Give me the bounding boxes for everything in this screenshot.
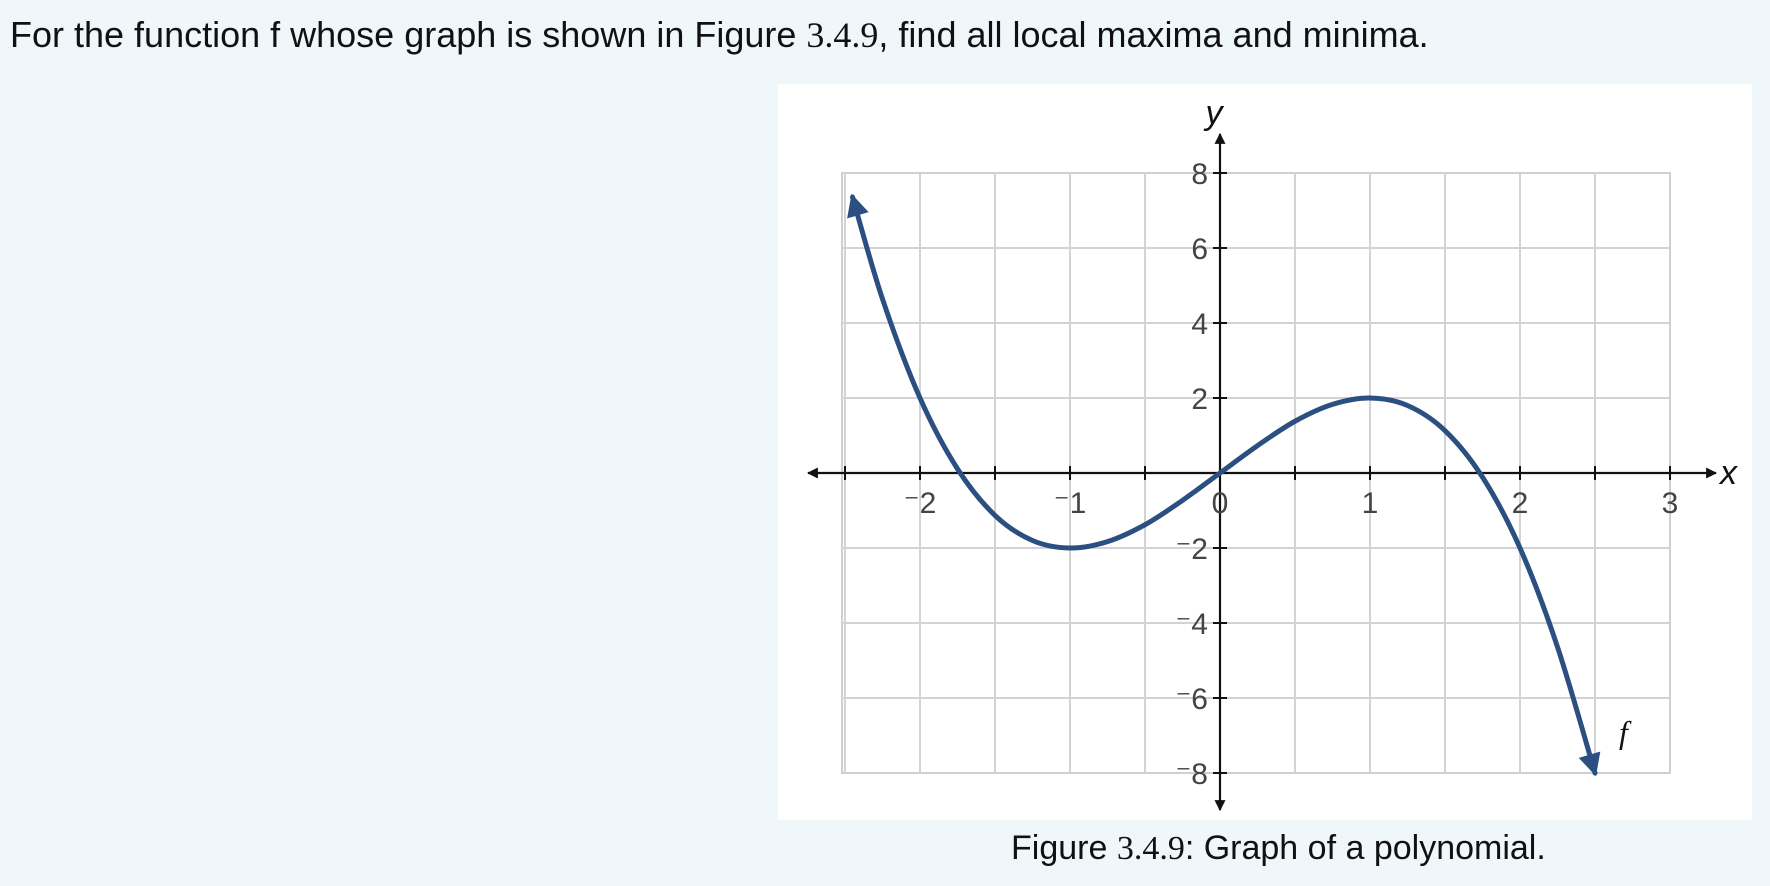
y-tick-label: ⁻4	[1175, 608, 1208, 641]
y-axis-label: y	[1204, 94, 1225, 132]
y-tick-label: ⁻6	[1175, 683, 1208, 716]
x-tick-label: 3	[1662, 487, 1679, 520]
series-layer: f	[847, 193, 1632, 777]
question-figure-ref: 3.4.9	[806, 15, 879, 55]
polynomial-graph: ⁻2 ⁻1 0 1 2 3 ⁻8 ⁻6 ⁻4 ⁻2 2 4 6 8 x y f	[806, 94, 1738, 812]
figure-panel: ⁻2 ⁻1 0 1 2 3 ⁻8 ⁻6 ⁻4 ⁻2 2 4 6 8 x y f	[778, 84, 1752, 820]
figure-caption: Figure 3.4.9: Graph of a polynomial.	[1011, 826, 1546, 871]
question-text: For the function f whose graph is shown …	[10, 12, 1429, 58]
x-tick-label: 1	[1362, 487, 1379, 520]
caption-figure-ref: 3.4.9	[1116, 830, 1185, 867]
y-tick-label: 4	[1191, 308, 1208, 341]
x-tick-label: 2	[1512, 487, 1529, 520]
caption-suffix: : Graph of a polynomial.	[1184, 829, 1546, 867]
series-label-f: f	[1619, 714, 1632, 750]
question-prefix: For the function f whose graph is shown …	[10, 14, 807, 55]
tick-labels: ⁻2 ⁻1 0 1 2 3 ⁻8 ⁻6 ⁻4 ⁻2 2 4 6 8 x y	[904, 94, 1738, 791]
y-tick-label: 2	[1191, 383, 1208, 416]
question-suffix: , find all local maxima and minima.	[878, 14, 1429, 55]
caption-prefix: Figure	[1011, 829, 1117, 867]
y-tick-label: ⁻2	[1175, 533, 1208, 566]
x-tick-label: ⁻2	[904, 487, 937, 520]
y-tick-label: 8	[1191, 158, 1208, 191]
x-axis-label: x	[1718, 454, 1738, 492]
y-tick-label: ⁻8	[1175, 758, 1208, 791]
x-tick-label: ⁻1	[1054, 487, 1087, 520]
x-tick-label: 0	[1212, 487, 1229, 520]
y-tick-label: 6	[1191, 233, 1208, 266]
series-line-f	[847, 193, 1601, 777]
axes	[806, 132, 1718, 812]
